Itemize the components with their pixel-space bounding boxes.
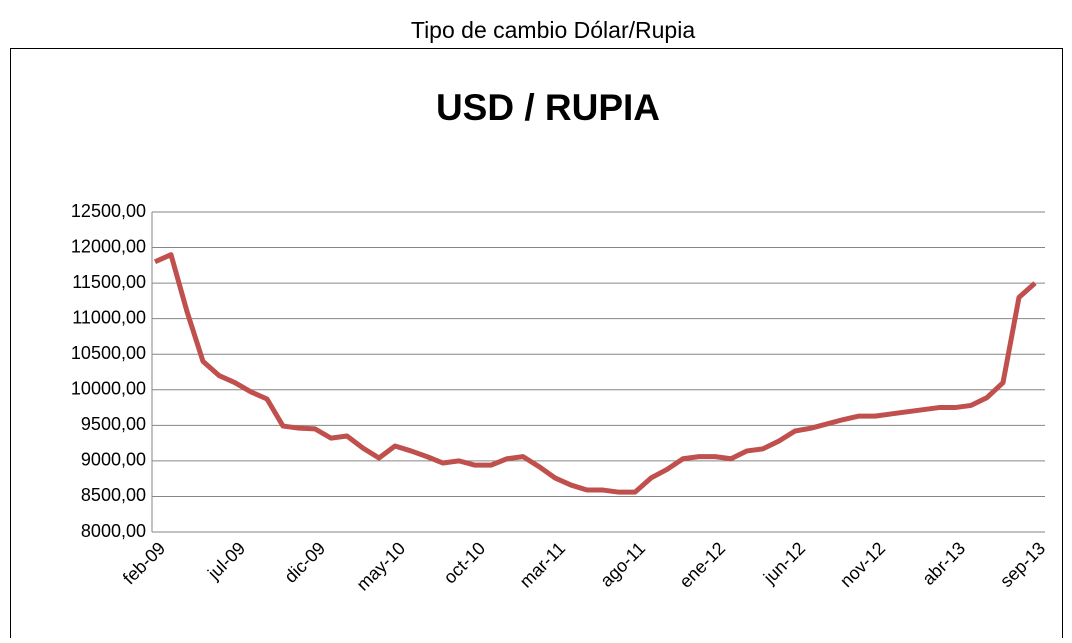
y-tick-label: 11000,00 bbox=[72, 307, 146, 327]
y-tick-label: 8500,00 bbox=[81, 485, 146, 505]
caption: Tipo de cambio Dólar/Rupia bbox=[411, 17, 695, 43]
x-tick-label: jun-12 bbox=[759, 538, 809, 588]
x-tick-label: mar-11 bbox=[516, 538, 570, 592]
y-tick-label: 12500,00 bbox=[71, 201, 146, 221]
y-tick-label: 8000,00 bbox=[81, 521, 146, 541]
y-tick-label: 9000,00 bbox=[81, 450, 146, 470]
x-tick-label: abr-13 bbox=[918, 538, 969, 589]
x-tick-label: jul-09 bbox=[203, 538, 249, 584]
chart-frame bbox=[10, 48, 1063, 643]
x-tick-label: oct-10 bbox=[440, 538, 490, 588]
x-tick-label: nov-12 bbox=[836, 538, 889, 591]
x-tick-label: ene-12 bbox=[675, 538, 729, 592]
line-series bbox=[153, 252, 1037, 495]
chart-title: USD / RUPIA bbox=[436, 87, 660, 128]
y-tick-label: 10000,00 bbox=[71, 379, 146, 399]
x-tick-label: ago-11 bbox=[596, 538, 649, 591]
x-tick-label: may-10 bbox=[353, 538, 410, 595]
x-tick-label: feb-09 bbox=[119, 538, 169, 588]
x-tick-label: dic-09 bbox=[280, 538, 329, 587]
y-tick-label: 9500,00 bbox=[81, 414, 146, 434]
y-tick-label: 12000,00 bbox=[71, 236, 146, 256]
x-tick-label: sep-13 bbox=[996, 538, 1049, 591]
y-tick-label: 10500,00 bbox=[71, 343, 146, 363]
y-tick-label: 11500,00 bbox=[72, 272, 146, 292]
